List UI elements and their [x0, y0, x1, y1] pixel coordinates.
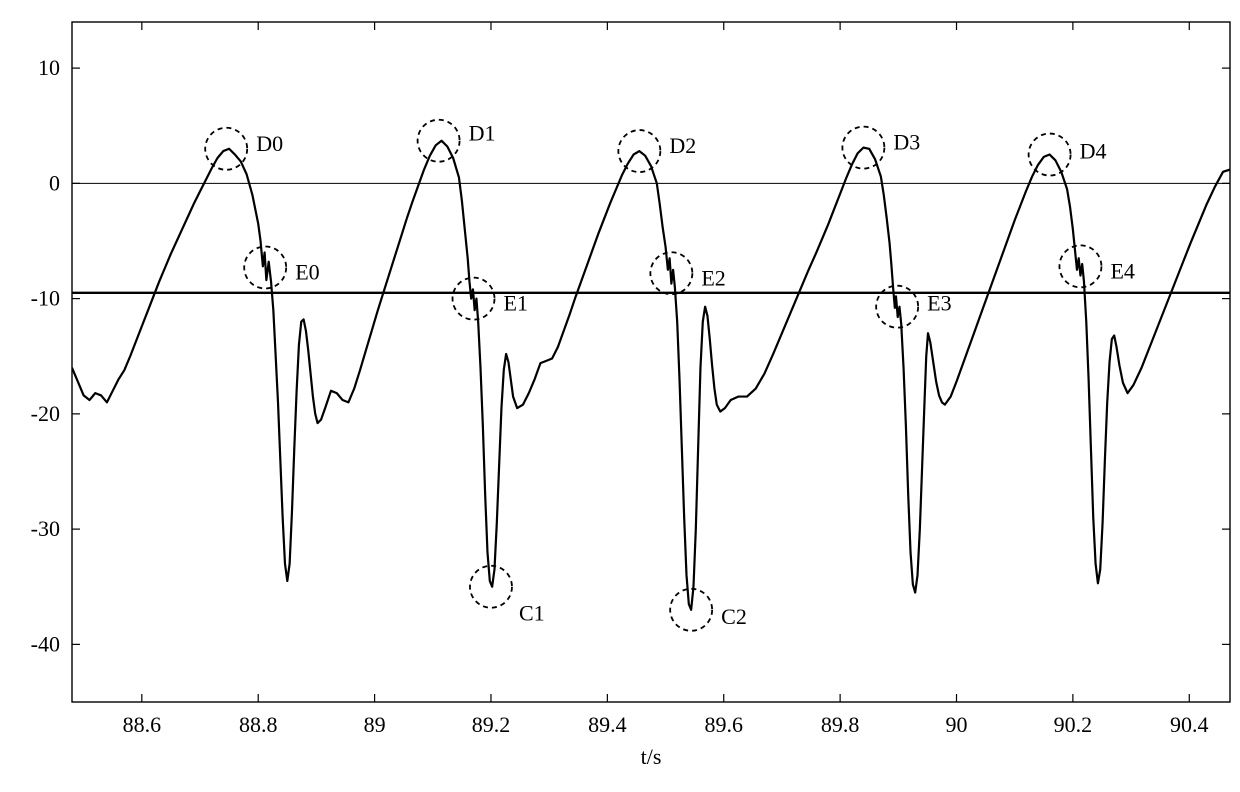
y-tick-label: 0: [49, 170, 60, 195]
x-tick-label: 90: [946, 712, 968, 737]
plot-border: [72, 22, 1230, 702]
marker-label-d2: D2: [669, 133, 696, 158]
y-tick-label: -20: [31, 401, 60, 426]
signal-line: [72, 141, 1230, 610]
x-tick-label: 89.4: [588, 712, 627, 737]
x-tick-label: 89.8: [821, 712, 860, 737]
x-tick-label: 89: [364, 712, 386, 737]
x-tick-label: 88.8: [239, 712, 278, 737]
x-tick-label: 88.6: [123, 712, 162, 737]
marker-label-c2: C2: [721, 604, 747, 629]
marker-circle-d1: [418, 120, 460, 162]
marker-label-e3: E3: [927, 291, 951, 316]
x-tick-label: 90.4: [1170, 712, 1209, 737]
marker-label-d4: D4: [1080, 139, 1107, 164]
marker-label-d1: D1: [469, 121, 496, 146]
x-tick-label: 89.2: [472, 712, 511, 737]
x-tick-label: 89.6: [704, 712, 743, 737]
marker-label-e1: E1: [504, 291, 528, 316]
marker-label-e4: E4: [1110, 258, 1134, 283]
x-tick-label: 90.2: [1054, 712, 1093, 737]
y-tick-label: -10: [31, 286, 60, 311]
marker-label-d0: D0: [256, 131, 283, 156]
signal-chart: 88.6 88.8 89 89.2 89.4 89.6 89.8 90 90.2 90.4 -40 -…: [0, 0, 1240, 792]
y-tick-label: -30: [31, 516, 60, 541]
marker-label-d3: D3: [893, 130, 920, 155]
marker-label-e2: E2: [701, 265, 725, 290]
marker-label-e0: E0: [295, 259, 319, 284]
x-axis-title: t/s: [641, 744, 662, 769]
y-tick-label: -40: [31, 631, 60, 656]
y-tick-label: 10: [38, 55, 60, 80]
marker-label-c1: C1: [519, 601, 545, 626]
